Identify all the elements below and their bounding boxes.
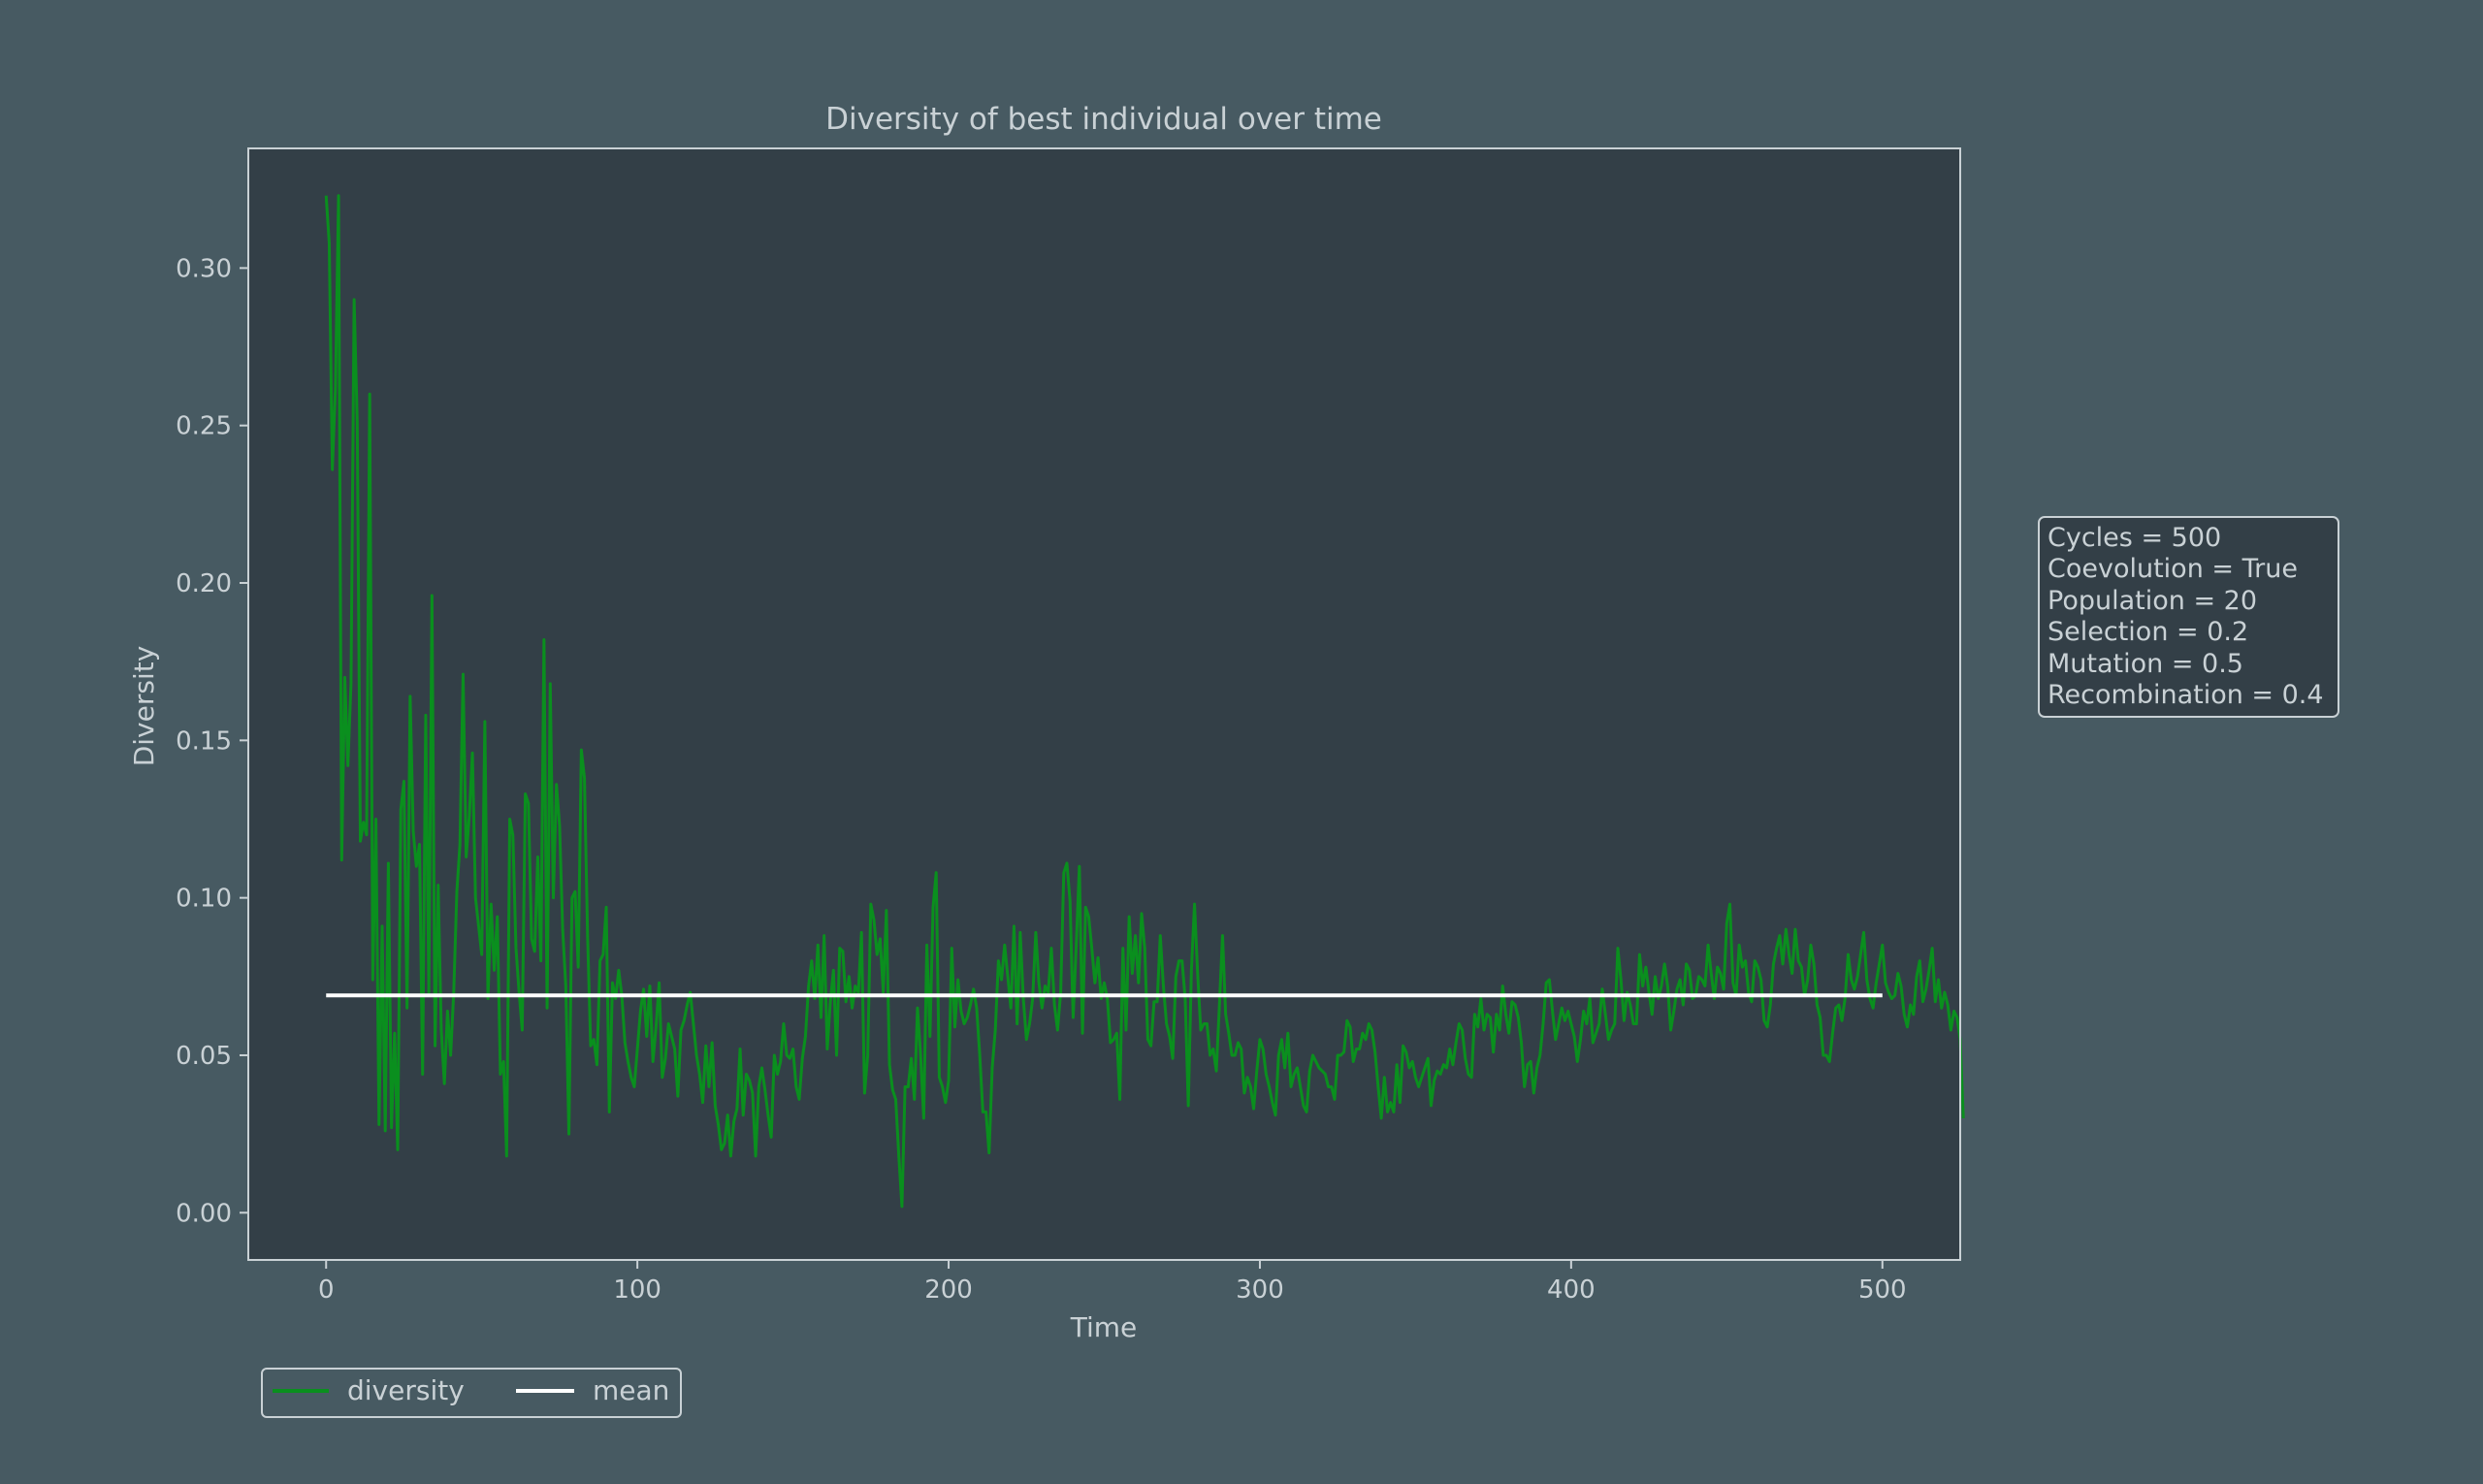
x-tick-label: 400 bbox=[1547, 1275, 1596, 1305]
y-tick-label: 0.25 bbox=[176, 412, 232, 441]
parameter-selection: Selection = 0.2 bbox=[2048, 617, 2248, 647]
parameter-mutation: Mutation = 0.5 bbox=[2048, 649, 2243, 679]
chart-title: Diversity of best individual over time bbox=[825, 102, 1382, 137]
legend-mean-label: mean bbox=[593, 1374, 669, 1406]
x-tick-label: 0 bbox=[318, 1275, 335, 1305]
x-axis: 0 100 200 300 400 500 bbox=[318, 1260, 1907, 1305]
y-axis: 0.00 0.05 0.10 0.15 0.20 0.25 0.30 bbox=[176, 254, 248, 1228]
x-tick-label: 300 bbox=[1236, 1275, 1284, 1305]
parameter-recombination: Recombination = 0.4 bbox=[2048, 680, 2324, 710]
parameter-population: Population = 20 bbox=[2048, 586, 2257, 616]
plot-area bbox=[248, 148, 1960, 1260]
legend: diversity mean bbox=[261, 1368, 682, 1418]
parameters-box-frame bbox=[2038, 516, 2339, 718]
parameter-coevolution: Coevolution = True bbox=[2048, 554, 2298, 584]
x-tick-label: 200 bbox=[924, 1275, 973, 1305]
parameter-cycles: Cycles = 500 bbox=[2048, 523, 2221, 553]
parameters-box: Cycles = 500 Coevolution = True Populati… bbox=[2038, 516, 2339, 718]
x-tick-label: 500 bbox=[1858, 1275, 1907, 1305]
y-tick-label: 0.30 bbox=[176, 254, 232, 283]
legend-frame bbox=[261, 1368, 682, 1418]
x-axis-label: Time bbox=[1070, 1311, 1138, 1343]
y-tick-label: 0.20 bbox=[176, 569, 232, 598]
y-tick-label: 0.05 bbox=[176, 1042, 232, 1071]
y-tick-label: 0.00 bbox=[176, 1199, 232, 1228]
y-tick-label: 0.10 bbox=[176, 885, 232, 914]
x-tick-label: 100 bbox=[613, 1275, 661, 1305]
legend-diversity-label: diversity bbox=[347, 1374, 465, 1406]
y-tick-label: 0.15 bbox=[176, 726, 232, 756]
plot-frame bbox=[247, 147, 1961, 1261]
y-axis-label: Diversity bbox=[128, 646, 160, 767]
chart-marks bbox=[324, 194, 1965, 1209]
